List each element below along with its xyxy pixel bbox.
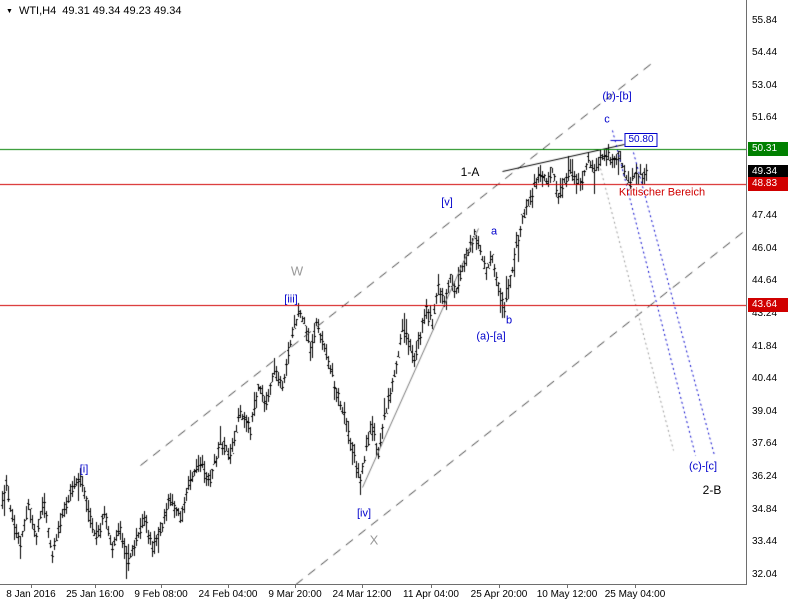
time-axis-tick: [228, 585, 229, 588]
price-axis-label: 37.64: [752, 438, 778, 450]
time-axis-label: 9 Feb 08:00: [134, 589, 188, 600]
price-axis-label: 55.84: [752, 14, 778, 26]
time-axis-tick: [499, 585, 500, 588]
critical-zone-label[interactable]: Kritischer Bereich: [618, 186, 706, 199]
price-axis-label: 43.24: [752, 308, 778, 320]
time-axis-label: 11 Apr 04:00: [403, 589, 459, 600]
time-axis-tick: [362, 585, 363, 588]
wave-label-2-b[interactable]: 2-B: [702, 483, 722, 497]
level-48-83: 48.83: [748, 176, 788, 191]
wave-label-c-of-c[interactable]: (c)-[c]: [688, 460, 718, 473]
price-chart-canvas[interactable]: [0, 0, 746, 584]
wave-label-iii[interactable]: [iii]: [284, 293, 298, 306]
current-bid-badge: 49.34: [748, 165, 788, 179]
price-axis-label: 40.44: [752, 373, 778, 385]
time-axis-label: 25 May 04:00: [604, 589, 666, 600]
wave-label-b[interactable]: b: [505, 314, 513, 327]
time-axis-label: 10 May 12:00: [536, 589, 598, 600]
price-axis-label: 32.04: [752, 568, 778, 580]
time-axis-label: 25 Apr 20:00: [470, 589, 528, 600]
level-43-64: 43.64: [748, 297, 788, 312]
price-axis-label: 46.04: [752, 242, 778, 254]
time-axis-label: 25 Jan 16:00: [66, 589, 124, 600]
time-axis[interactable]: 8 Jan 2016 25 Jan 16:00 9 Feb 08:00 24 Feb …: [0, 585, 747, 604]
wave-label-c[interactable]: c: [604, 113, 610, 126]
wave-label-1-a[interactable]: 1-A: [460, 165, 480, 179]
wave-label-a[interactable]: a: [490, 225, 498, 238]
time-axis-label: 24 Feb 04:00: [198, 589, 258, 600]
wave-label-x[interactable]: X: [369, 532, 379, 548]
price-axis[interactable]: 55.84 54.44 53.04 51.64 47.44 46.04 44.64 43.24…: [747, 0, 812, 604]
time-axis-label: 24 Mar 12:00: [332, 589, 392, 600]
time-axis-tick: [431, 585, 432, 588]
wave-label-b-of-b[interactable]: (b)-[b]: [602, 90, 632, 103]
price-axis-label: 34.84: [752, 503, 778, 515]
price-axis-label: 54.44: [752, 47, 778, 59]
price-axis-label: 53.04: [752, 79, 778, 91]
time-axis-tick: [635, 585, 636, 588]
time-axis-tick: [31, 585, 32, 588]
time-axis-label: 9 Mar 20:00: [268, 589, 322, 600]
symbol-name: WTI,H4: [18, 5, 57, 17]
wave-label-w[interactable]: W: [290, 263, 304, 279]
price-axis-label: 39.04: [752, 405, 778, 417]
chart-symbol-ohlc: ▼ WTI,H4 49.31 49.34 49.23 49.34: [6, 5, 182, 17]
wave-label-v[interactable]: [v]: [441, 196, 453, 209]
price-axis-label: 41.84: [752, 340, 778, 352]
time-axis-tick: [567, 585, 568, 588]
wave-label-i[interactable]: [i]: [79, 463, 89, 476]
level-50-31: 50.31: [748, 142, 788, 157]
wave-label-a-of-a[interactable]: (a)-[a]: [476, 330, 506, 343]
price-axis-label: 44.64: [752, 275, 778, 287]
price-axis-label: 47.44: [752, 210, 778, 222]
wave-label-iv[interactable]: [iv]: [356, 507, 372, 520]
ohlc-values: 49.31 49.34 49.23 49.34: [62, 5, 182, 17]
price-axis-label: 51.64: [752, 112, 778, 124]
symbol-dropdown-icon[interactable]: ▼: [6, 7, 13, 15]
chart-plot-area: (b)-[b] c 50.80 1-A Kritischer Bereich [v] a W […: [0, 0, 747, 585]
time-axis-tick: [95, 585, 96, 588]
target-price-label[interactable]: 50.80: [624, 133, 658, 147]
time-axis-tick: [161, 585, 162, 588]
price-axis-label: 36.24: [752, 471, 778, 483]
chart-annotations-layer: (b)-[b] c 50.80 1-A Kritischer Bereich [v] a W […: [79, 90, 722, 548]
price-axis-label: 33.44: [752, 536, 778, 548]
time-axis-tick: [295, 585, 296, 588]
time-axis-label: 8 Jan 2016: [6, 589, 56, 600]
